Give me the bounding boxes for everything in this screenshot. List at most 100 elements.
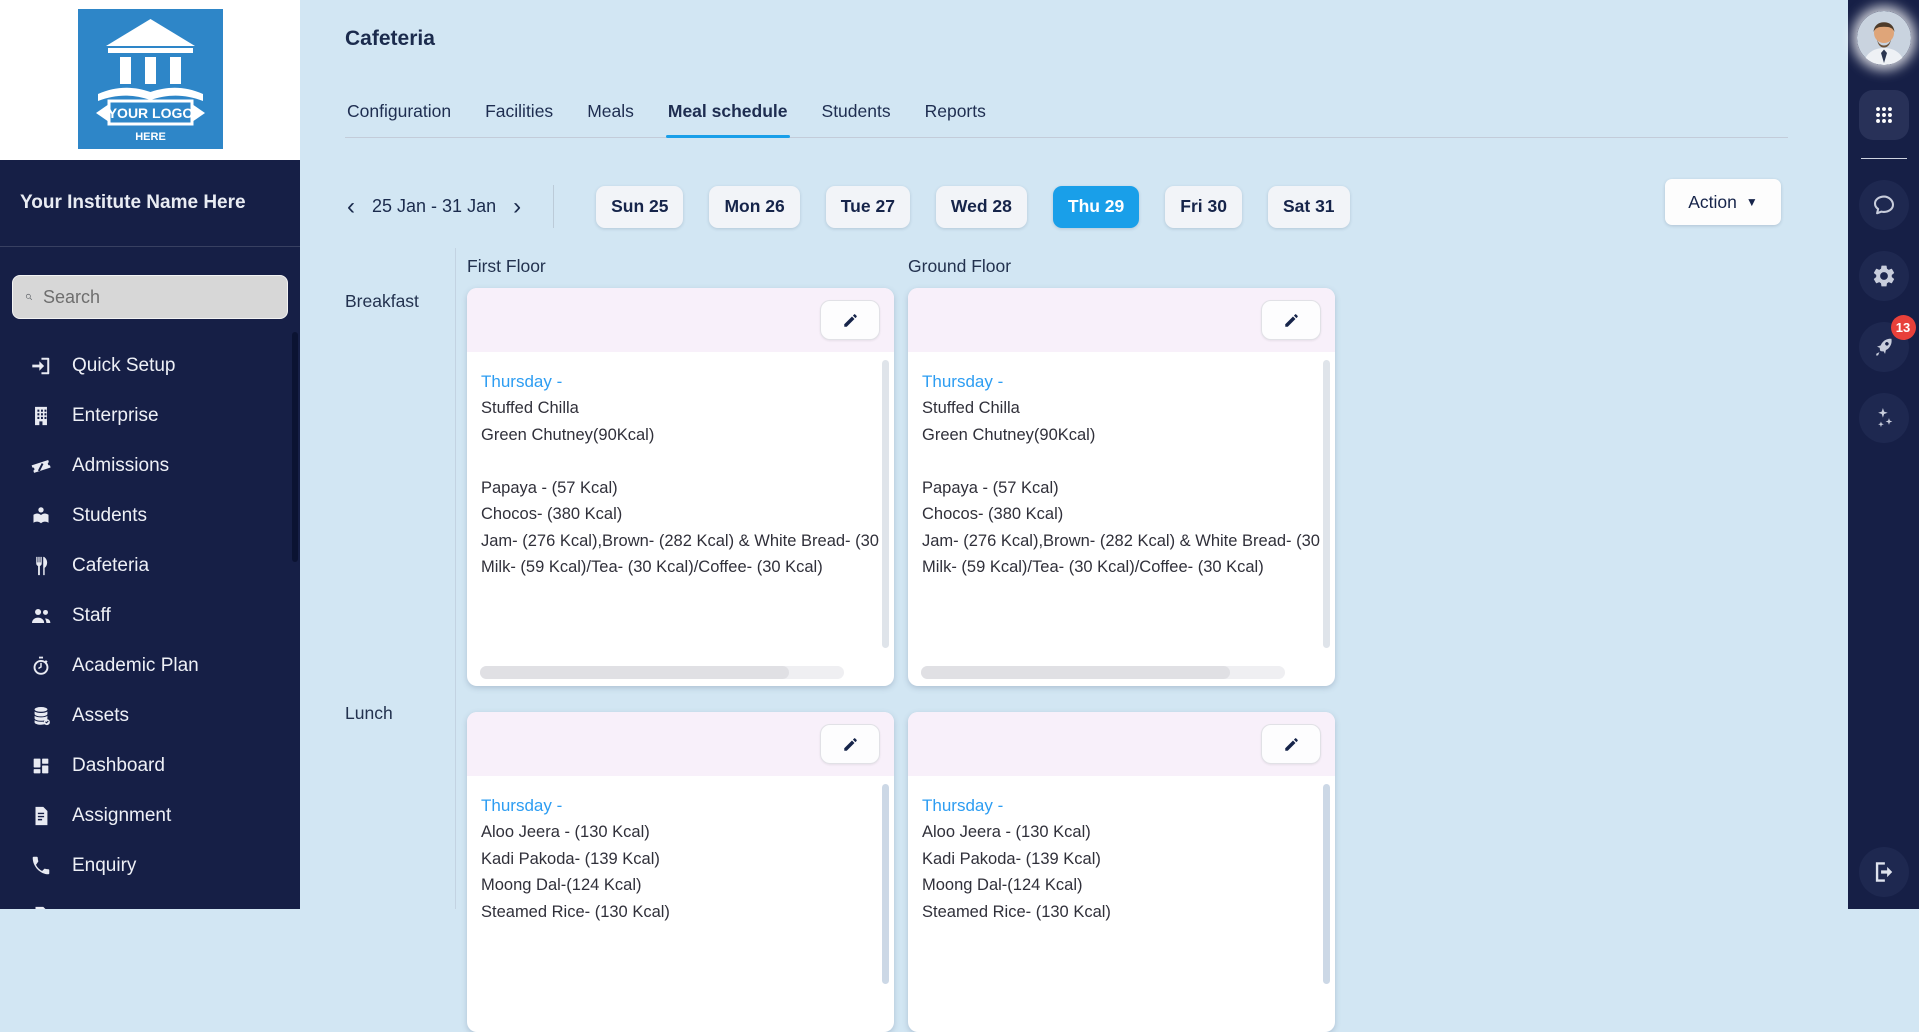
meal-line: Papaya - (57 Kcal) [481,478,618,497]
scrollbar-thumb[interactable] [921,666,1231,679]
whats-new-button[interactable]: 13 [1858,315,1916,372]
meal-line: Stuffed Chilla [481,399,579,417]
apps-grid-button[interactable] [1858,90,1909,140]
settings-button[interactable] [1858,251,1909,301]
sidebar-item[interactable]: Dashboard [0,741,300,791]
meal-line: Stuffed Chilla [922,399,1020,417]
institute-logo[interactable]: YOUR LOGO HERE [77,9,223,149]
search-input[interactable] [43,286,275,308]
right-rail: 13 [1848,0,1919,909]
meal-line: Milk- (59 Kcal)/Tea- (30 Kcal)/Coffee- (… [922,558,1264,576]
sidebar-item-icon [30,855,52,877]
vertical-scrollbar[interactable] [882,360,889,648]
divider [553,185,555,228]
sidebar-item-label: Assets [72,705,130,726]
sparkles-icon [1871,405,1897,431]
sidebar-menu: Quick Setup Enterprise Admissions Studen… [0,341,300,909]
prev-week-button[interactable]: ‹ [347,192,355,220]
sidebar-item[interactable]: Assets [0,691,300,741]
edit-meal-button[interactable] [1261,300,1321,340]
day-chip[interactable]: Wed 28 [935,185,1027,228]
scrollbar-thumb[interactable] [480,666,790,679]
sidebar-item-label: Students [72,505,147,526]
sidebar-item[interactable]: Staff [0,591,300,641]
edit-meal-button[interactable] [820,300,880,340]
meal-card-breakfast-first-floor: Thursday - Stuffed Chilla Green Chutney(9… [467,288,894,686]
ai-assist-button[interactable] [1858,393,1909,443]
sidebar-item-icon [30,805,52,827]
horizontal-scrollbar[interactable] [921,666,1285,679]
day-chip[interactable]: Tue 27 [825,185,910,228]
chat-button[interactable] [1858,180,1909,230]
day-chip[interactable]: Mon 26 [709,185,800,228]
sidebar-item-label: Dashboard [72,755,165,776]
chat-icon [1871,192,1897,218]
tab[interactable]: Configuration [347,101,452,121]
meal-card-header [467,288,894,352]
next-week-button[interactable]: › [513,192,522,220]
column-header-ground-floor: Ground Floor [908,256,1012,276]
meal-line: Aloo Jeera - (130 Kcal) [922,823,1091,841]
tab[interactable]: Reports [924,101,986,121]
day-chip[interactable]: Sat 31 [1267,185,1350,228]
tab[interactable]: Meals [587,101,634,121]
sidebar-item-icon [30,705,52,727]
tab[interactable]: Students [821,101,891,121]
tab-bar: Configuration Facilities Meals Meal schedul… [345,101,1788,138]
meal-line: Jam- (276 Kcal),Brown- (282 Kcal) & Whit… [922,531,1320,550]
sidebar-item[interactable]: Cafeteria [0,541,300,591]
meal-day-link[interactable]: Thursday - [922,796,1004,815]
pencil-icon [842,312,859,329]
action-button[interactable]: Action ▼ [1665,179,1781,225]
sidebar-item[interactable] [0,891,300,909]
pencil-icon [1283,312,1300,329]
meal-day-link[interactable]: Thursday - [481,372,563,391]
week-selector-row: ‹ 25 Jan - 31 Jan › Sun 25 Mon 26 Tue 27 We… [345,185,1350,228]
sidebar-item-label: Quick Setup [72,355,176,376]
institute-name-band: Your Institute Name Here [0,160,300,247]
edit-meal-button[interactable] [1261,724,1321,764]
notification-badge: 13 [1890,315,1916,340]
day-chip[interactable]: Sun 25 [596,185,684,228]
meal-line: Steamed Rice- (130 Kcal) [922,902,1111,921]
apps-grid-icon [1871,102,1897,128]
sidebar-item-label: Cafeteria [72,555,150,576]
sidebar-item[interactable]: Academic Plan [0,641,300,691]
tab[interactable]: Facilities [485,101,554,121]
sidebar-item-icon [30,555,52,577]
sidebar-item-label: Enterprise [72,405,159,426]
sidebar-item[interactable]: Enquiry [0,841,300,891]
sidebar-item[interactable]: Students [0,491,300,541]
vertical-scrollbar[interactable] [1323,360,1330,648]
meal-line: Aloo Jeera - (130 Kcal) [481,823,650,841]
pencil-icon [1283,736,1300,753]
horizontal-scrollbar[interactable] [480,666,844,679]
meal-line: Green Chutney(90Kcal) [922,425,1096,444]
sidebar-scrollbar[interactable] [292,332,298,562]
meal-day-link[interactable]: Thursday - [481,796,563,815]
sidebar-item[interactable]: Quick Setup [0,341,300,391]
logout-button[interactable] [1858,847,1909,897]
meal-card-header [908,712,1335,776]
meal-line: Jam- (276 Kcal),Brown- (282 Kcal) & Whit… [481,531,879,550]
edit-meal-button[interactable] [820,724,880,764]
day-chip[interactable]: Fri 30 [1165,185,1242,228]
sidebar-item-label: Academic Plan [72,655,199,676]
action-button-label: Action [1688,191,1737,212]
sidebar-item-icon [30,755,52,777]
meal-line: Moong Dal-(124 Kcal) [481,876,642,894]
sidebar-item[interactable]: Assignment [0,791,300,841]
pencil-icon [842,736,859,753]
meal-day-link[interactable]: Thursday - [922,372,1004,391]
sidebar-item-icon [30,605,52,627]
user-avatar[interactable] [1856,11,1911,65]
vertical-scrollbar[interactable] [882,784,889,984]
day-chip[interactable]: Thu 29 [1052,185,1140,228]
divider [455,248,456,909]
divider [1860,158,1907,159]
sidebar-search[interactable] [12,275,288,319]
vertical-scrollbar[interactable] [1323,784,1330,984]
sidebar-item[interactable]: Admissions [0,441,300,491]
tab[interactable]: Meal schedule [665,101,790,138]
sidebar-item[interactable]: Enterprise [0,391,300,441]
